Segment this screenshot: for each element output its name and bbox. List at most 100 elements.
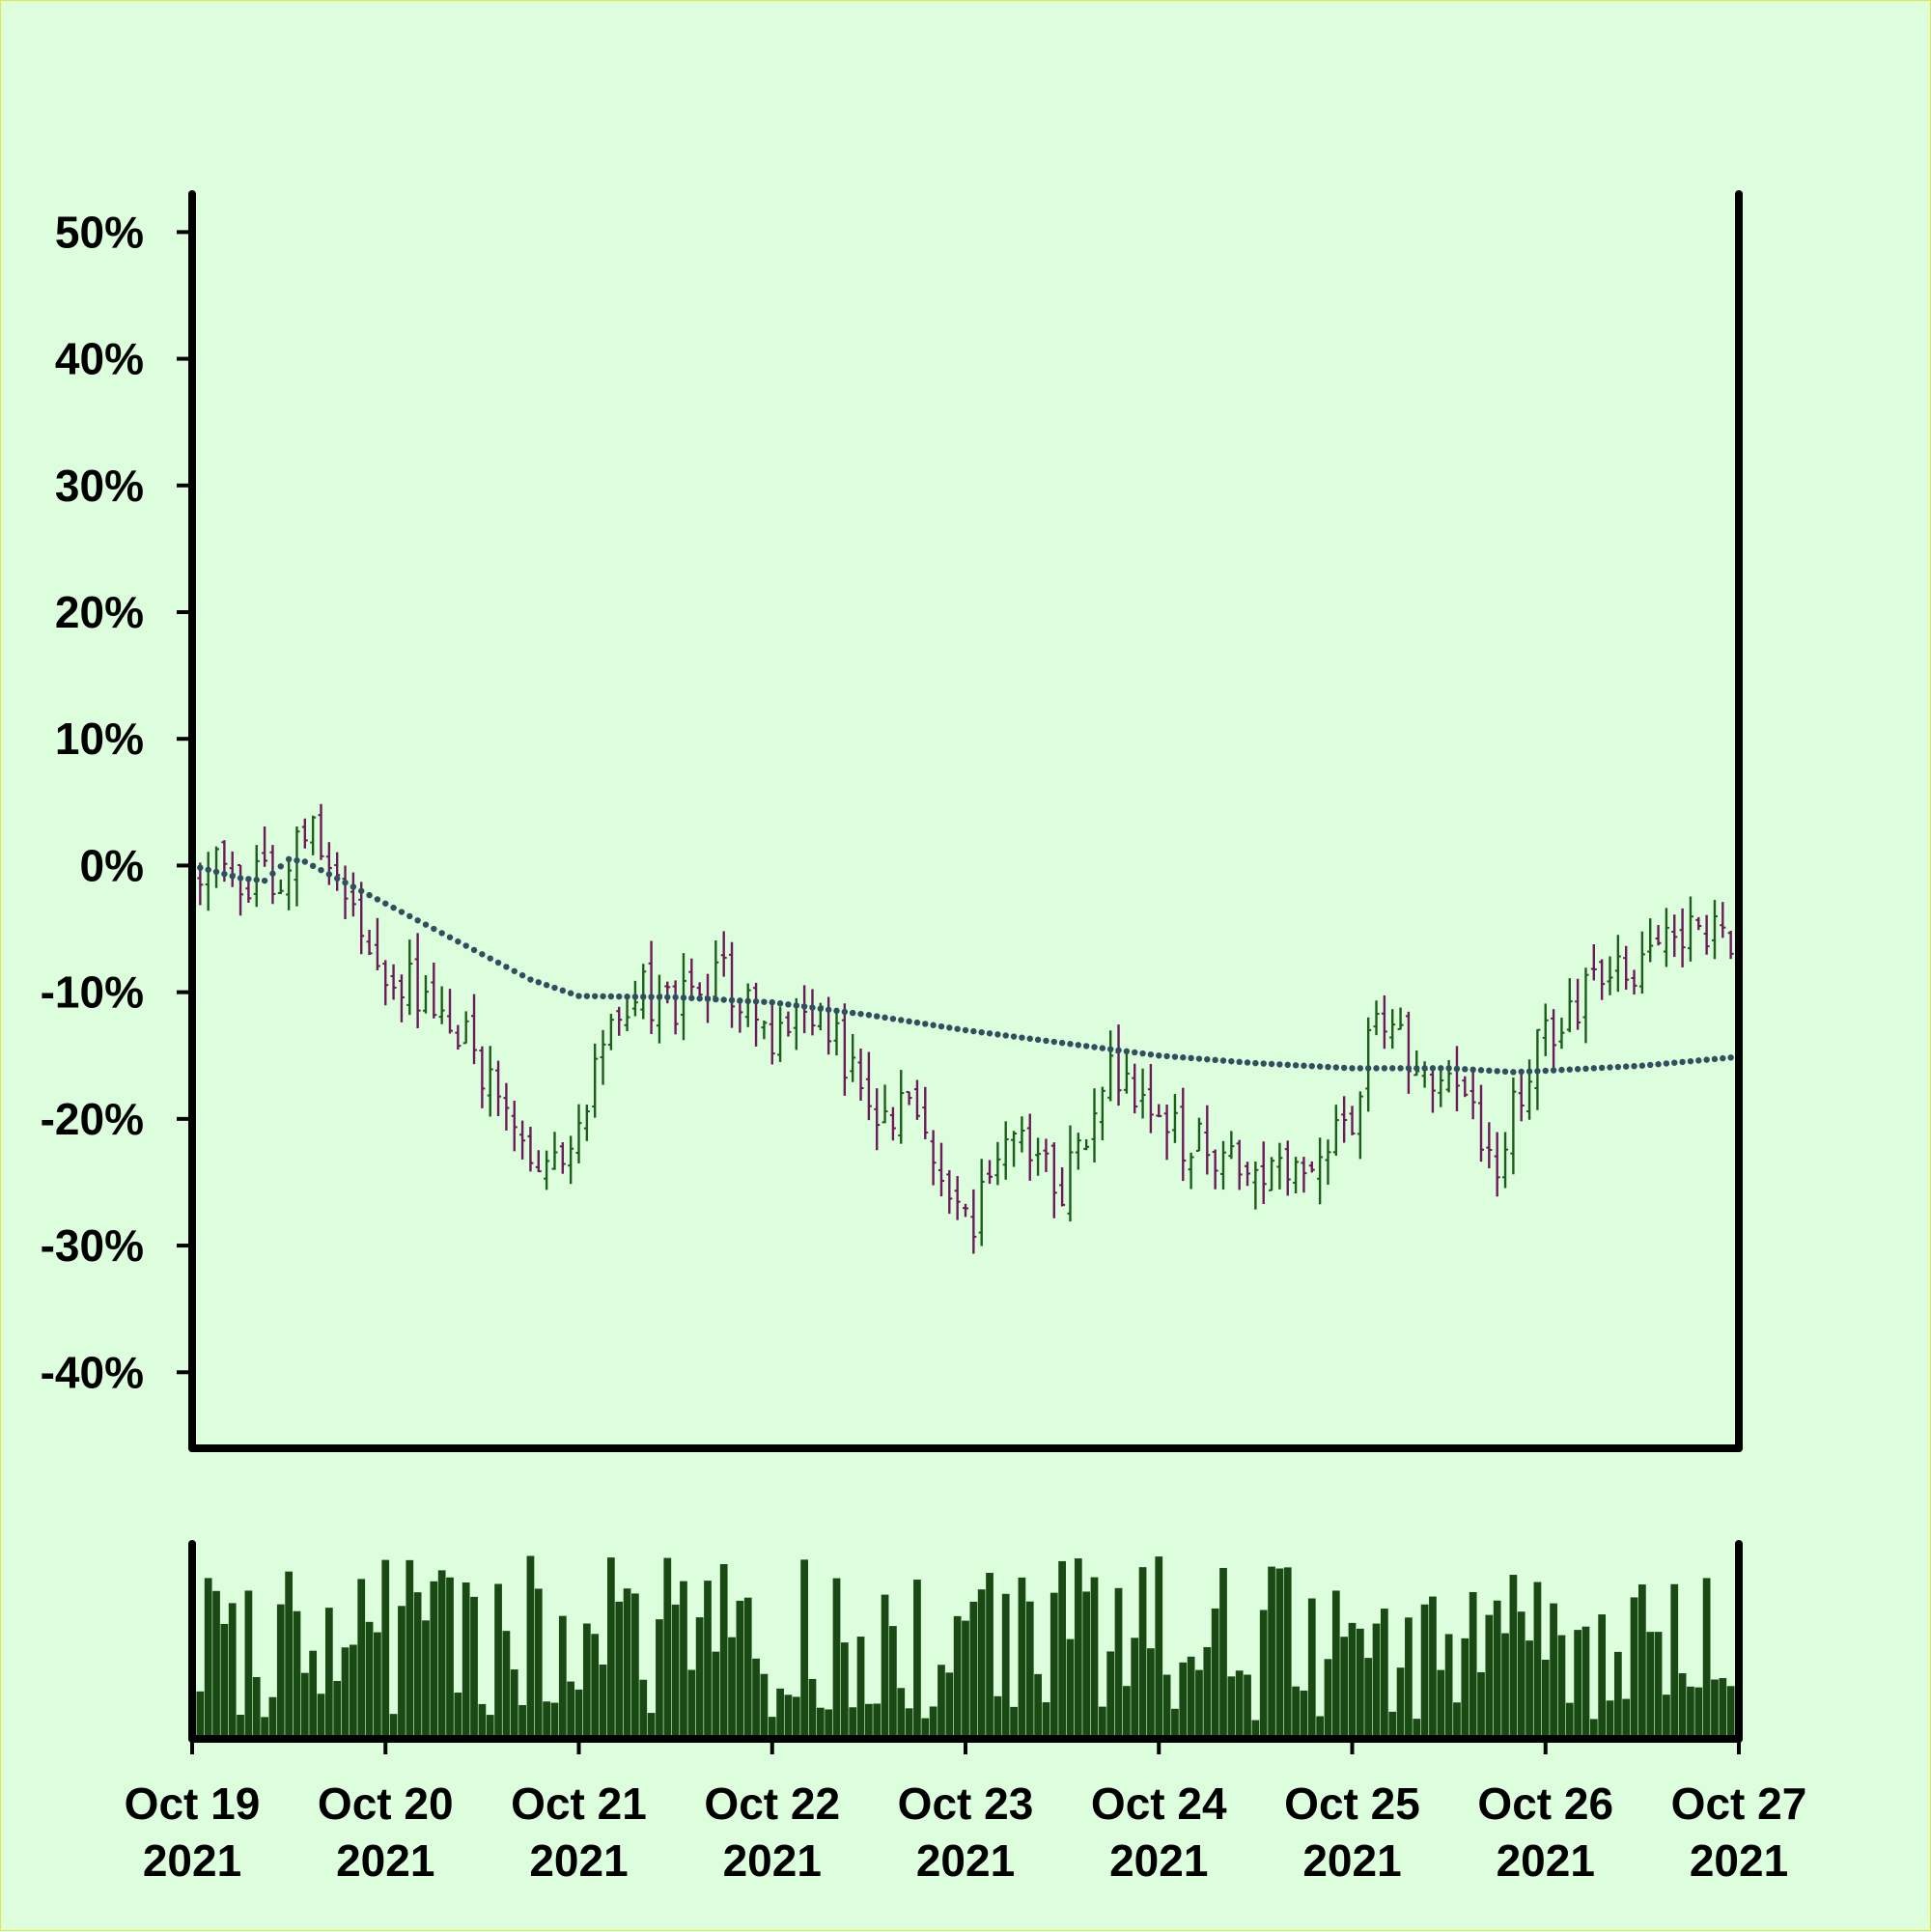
moving-average-point — [479, 951, 486, 958]
moving-average-point — [494, 959, 502, 966]
volume-bar — [1268, 1566, 1275, 1739]
volume-bar — [333, 1680, 342, 1739]
moving-average-point — [1091, 1044, 1098, 1050]
moving-average-point — [1139, 1050, 1146, 1057]
moving-average-point — [301, 858, 309, 865]
volume-bar — [582, 1623, 591, 1739]
moving-average-point — [1115, 1047, 1122, 1053]
moving-average-point — [800, 1003, 808, 1010]
moving-average-point — [865, 1012, 873, 1019]
volume-bar — [300, 1672, 309, 1739]
volume-bar — [1138, 1567, 1147, 1739]
volume-bar — [228, 1603, 237, 1739]
volume-bar — [1622, 1698, 1631, 1739]
volume-bar — [324, 1608, 333, 1739]
moving-average-point — [1534, 1068, 1541, 1075]
volume-bar — [808, 1678, 817, 1739]
volume-bar — [695, 1617, 704, 1739]
volume-bar — [719, 1563, 728, 1739]
volume-bar — [317, 1694, 325, 1739]
moving-average-point — [889, 1015, 897, 1022]
volume-bar — [1477, 1671, 1485, 1739]
moving-average-point — [1212, 1056, 1218, 1064]
moving-average-point — [704, 995, 712, 1002]
volume-bar — [743, 1597, 752, 1739]
volume-bar — [285, 1571, 293, 1739]
volume-bar — [849, 1707, 857, 1739]
volume-bar — [1131, 1638, 1139, 1739]
moving-average-point — [462, 942, 469, 949]
y-tick-label: 0% — [80, 840, 144, 890]
volume-bar — [1396, 1667, 1405, 1739]
moving-average-point — [1453, 1065, 1461, 1073]
volume-bar — [1533, 1582, 1542, 1739]
moving-average-point — [1607, 1064, 1613, 1071]
volume-bar — [1090, 1577, 1099, 1739]
x-tick-year-label: 2021 — [723, 1835, 822, 1886]
moving-average-point — [1204, 1055, 1211, 1063]
moving-average-point — [857, 1010, 864, 1018]
volume-bar — [212, 1590, 220, 1739]
moving-average-point — [342, 879, 349, 886]
volume-bar — [1469, 1591, 1477, 1739]
volume-bar — [873, 1703, 882, 1739]
moving-average-point — [1099, 1045, 1106, 1051]
volume-bar — [462, 1582, 470, 1739]
volume-bar — [1429, 1596, 1437, 1739]
moving-average-point — [1590, 1065, 1598, 1072]
moving-average-point — [1106, 1046, 1114, 1052]
volume-bar — [1001, 1593, 1010, 1739]
volume-bar — [1678, 1673, 1687, 1739]
volume-bar — [599, 1665, 607, 1739]
moving-average-point — [1132, 1049, 1138, 1056]
moving-average-point — [640, 994, 647, 1000]
volume-bar — [929, 1706, 938, 1739]
moving-average-point — [1413, 1065, 1420, 1072]
volume-bar — [398, 1606, 406, 1739]
volume-bar — [1066, 1638, 1075, 1739]
volume-bar — [252, 1677, 261, 1739]
volume-bar — [1598, 1614, 1607, 1739]
moving-average-point — [1301, 1062, 1307, 1069]
moving-average-point — [398, 909, 406, 915]
volume-bar — [237, 1714, 244, 1739]
volume-bar — [220, 1623, 229, 1739]
moving-average-point — [1445, 1065, 1452, 1072]
moving-average-point — [849, 1009, 856, 1017]
volume-bar — [1098, 1706, 1106, 1739]
moving-average-point — [237, 875, 244, 882]
moving-average-point — [431, 925, 437, 933]
volume-bar — [1251, 1720, 1260, 1739]
moving-average-point — [776, 1000, 784, 1007]
moving-average-point — [825, 1006, 832, 1013]
moving-average-point — [229, 873, 236, 880]
moving-average-point — [559, 987, 567, 994]
volume-bar — [1123, 1686, 1131, 1739]
volume-bar — [1049, 1592, 1058, 1739]
volume-bar — [365, 1621, 374, 1739]
volume-bar — [1493, 1600, 1501, 1739]
volume-bar — [671, 1604, 680, 1739]
volume-bar — [938, 1665, 945, 1739]
x-tick-label: Oct 23 — [898, 1778, 1034, 1829]
moving-average-point — [737, 997, 743, 1004]
volume-bar — [825, 1709, 833, 1739]
volume-bar — [889, 1626, 897, 1739]
moving-average-point — [1276, 1061, 1283, 1068]
moving-average-point — [382, 900, 389, 907]
volume-bar — [1646, 1632, 1655, 1739]
moving-average-point — [567, 990, 574, 996]
moving-average-point — [664, 994, 671, 1000]
volume-bar — [1381, 1609, 1388, 1739]
moving-average-point — [1364, 1065, 1372, 1072]
volume-bar — [615, 1601, 624, 1739]
moving-average-point — [1421, 1065, 1428, 1072]
volume-bar — [1147, 1648, 1155, 1739]
volume-bar — [1694, 1687, 1703, 1739]
moving-average-point — [1156, 1052, 1162, 1059]
moving-average-point — [1019, 1034, 1025, 1041]
moving-average-point — [1405, 1065, 1413, 1072]
volume-bar — [1670, 1583, 1679, 1739]
moving-average-point — [793, 1002, 799, 1009]
moving-average-point — [1486, 1067, 1493, 1075]
